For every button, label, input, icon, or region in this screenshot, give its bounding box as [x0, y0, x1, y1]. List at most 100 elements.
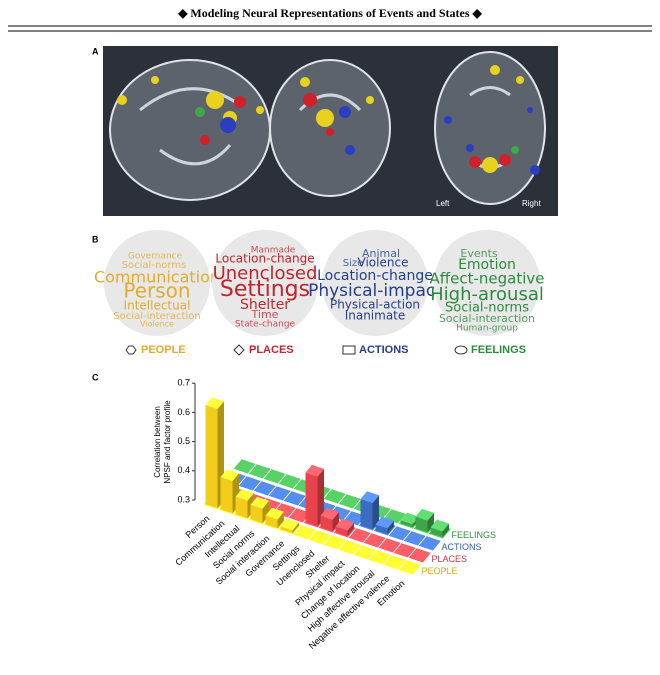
- legend-label: ACTIONS: [442, 542, 482, 552]
- bar-front: [280, 526, 293, 534]
- bar: [250, 496, 269, 524]
- cloud-word: Violence: [140, 320, 174, 329]
- bar-side: [387, 520, 394, 535]
- bar-front: [400, 520, 413, 528]
- activation-blob: [499, 154, 511, 166]
- cloud-label: FEELINGS: [471, 344, 526, 356]
- icon: [454, 345, 468, 355]
- bar-side: [347, 522, 354, 537]
- bar-side: [427, 512, 434, 533]
- icon: [342, 345, 356, 355]
- cloud-label: ACTIONS: [359, 344, 409, 356]
- activation-blob: [530, 165, 540, 175]
- activation-blob: [234, 96, 246, 108]
- bar-top: [415, 508, 434, 521]
- cloud-word: High-arousal: [430, 284, 544, 305]
- panel-label: C: [92, 372, 99, 382]
- bar-side: [372, 495, 379, 530]
- y-tick-label: 0.3: [177, 494, 190, 504]
- bar-front: [220, 477, 233, 514]
- bar-front: [305, 472, 318, 527]
- cloud-word: Time: [251, 308, 279, 321]
- activation-blob: [527, 107, 533, 113]
- cloud-word: Emotion: [458, 257, 516, 273]
- bar: [430, 519, 449, 538]
- activation-blob: [345, 145, 355, 155]
- cloud-word: Social-interaction: [439, 312, 535, 325]
- cloud-word: Human-group: [456, 324, 518, 334]
- cloud-word: Physical-impact: [308, 281, 442, 301]
- icon: [233, 344, 245, 356]
- bar-front: [250, 504, 263, 524]
- bar-front: [265, 515, 278, 529]
- cloud-word: State-change: [235, 320, 296, 330]
- bar: [415, 508, 434, 533]
- activation-blob: [117, 95, 127, 105]
- bar-front: [375, 524, 388, 535]
- bar: [235, 488, 254, 519]
- cloud-word: Location-change: [215, 252, 314, 266]
- cloud-disc: [322, 230, 428, 336]
- legend-label: FEELINGS: [452, 530, 497, 540]
- cloud-word: Physical-action: [330, 298, 420, 312]
- y-tick-label: 0.7: [177, 378, 190, 388]
- activation-blob: [511, 146, 519, 154]
- y-tick-label: 0.6: [177, 407, 190, 417]
- cloud-word: Size: [343, 258, 364, 269]
- panel-label: B: [92, 234, 99, 244]
- bar-top: [360, 491, 379, 504]
- activation-blob: [303, 93, 317, 107]
- word-clouds: GovernanceSocial-normsCommunicationPerso…: [94, 230, 544, 356]
- cloud-word: Location-change: [317, 268, 433, 284]
- bar-front: [415, 516, 428, 533]
- activation-blob: [490, 65, 500, 75]
- bar-side: [332, 511, 339, 532]
- floor-cell: [417, 535, 443, 552]
- bar-front: [335, 526, 348, 537]
- floor-cell: [397, 559, 423, 576]
- bar-top: [280, 518, 299, 531]
- side-label: Left: [436, 199, 450, 208]
- bar-top: [400, 512, 419, 525]
- icon: [125, 345, 137, 355]
- bar-top: [205, 397, 224, 410]
- bar-side: [277, 511, 284, 529]
- bar-side: [292, 522, 299, 534]
- cloud-word: Events: [460, 247, 498, 260]
- y-tick-label: 0.4: [177, 465, 190, 475]
- chart: 0.3 0.4 0.5 0.6 0.7 Correlation between NPSF a…: [153, 378, 496, 651]
- activation-blob: [516, 76, 524, 84]
- cloud-word: Social-norms: [445, 301, 529, 316]
- bar-front: [360, 499, 373, 530]
- bar-top: [320, 507, 339, 520]
- bar-top: [220, 469, 239, 482]
- cloud-word: Settings: [220, 277, 310, 302]
- y-axis-title: Correlation between: [153, 406, 162, 478]
- bar-front: [235, 496, 248, 519]
- bar-front: [320, 515, 333, 532]
- cloud-word: Shelter: [240, 297, 290, 313]
- panel-label: A: [92, 46, 99, 56]
- bar-front: [205, 405, 218, 509]
- cloud-word: Governance: [128, 252, 183, 262]
- activation-blob: [482, 157, 498, 173]
- activation-blob: [466, 144, 474, 152]
- bar-side: [262, 500, 269, 524]
- bar-top: [335, 518, 354, 531]
- bar-top: [430, 519, 449, 532]
- bar: [265, 507, 284, 529]
- activation-blob: [200, 135, 210, 145]
- cloud-word: Unenclosed: [213, 263, 318, 284]
- legend-label: PEOPLE: [422, 566, 458, 576]
- bar-top: [250, 496, 269, 509]
- activation-blob: [195, 107, 205, 117]
- cloud-word: Intellectual: [124, 299, 191, 313]
- activation-blob: [151, 76, 159, 84]
- cloud-word: Person: [123, 279, 190, 303]
- activation-blob: [469, 156, 481, 168]
- activation-blob: [300, 77, 310, 87]
- bar: [280, 518, 299, 534]
- cloud-label: PLACES: [249, 344, 294, 356]
- cloud-word: Animal: [362, 247, 400, 260]
